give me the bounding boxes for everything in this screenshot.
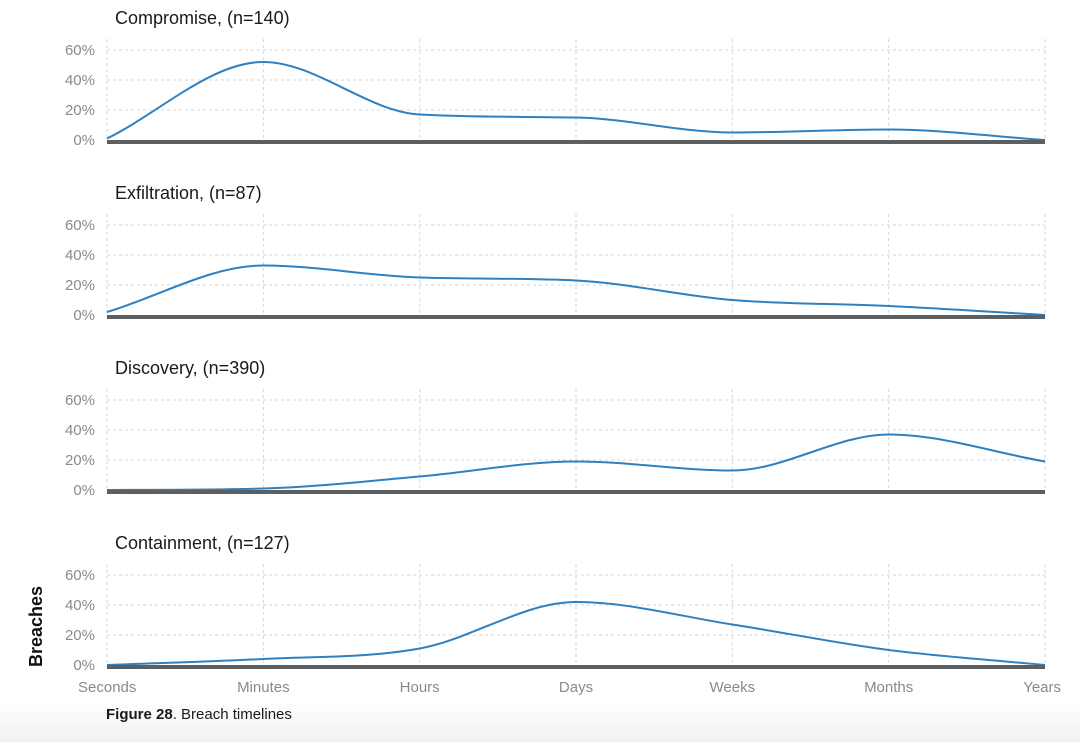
series-line: [106, 60, 1046, 141]
panel-title: Discovery, (n=390): [115, 358, 265, 378]
panel-title: Compromise, (n=140): [115, 8, 290, 28]
panel-title: Exfiltration, (n=87): [115, 183, 262, 203]
x-tick-label: Minutes: [237, 679, 290, 696]
panel-title: Containment, (n=127): [115, 533, 290, 553]
x-tick-label: Hours: [400, 679, 440, 696]
figure-caption-text: . Breach timelines: [172, 706, 292, 723]
y-tick-label: 20%: [65, 627, 95, 644]
y-tick-label: 60%: [65, 567, 95, 584]
x-tick-label: Years: [1023, 679, 1061, 696]
y-tick-label: 0%: [73, 482, 95, 499]
y-tick-label: 40%: [65, 247, 95, 264]
x-tick-label: Months: [864, 679, 913, 696]
y-tick-label: 20%: [65, 277, 95, 294]
series-line: [106, 433, 1046, 491]
series-line: [106, 600, 1046, 666]
y-tick-label: 0%: [73, 307, 95, 324]
x-tick-label: Weeks: [710, 679, 756, 696]
figure-label: Figure 28: [106, 706, 173, 723]
y-tick-label: 60%: [65, 217, 95, 234]
y-tick-label: 20%: [65, 102, 95, 119]
y-tick-label: 60%: [65, 42, 95, 59]
y-tick-label: 0%: [73, 132, 95, 149]
x-tick-label: Seconds: [78, 679, 136, 696]
y-axis-title: Breaches: [26, 586, 46, 667]
y-tick-label: 40%: [65, 597, 95, 614]
figure-caption: Figure 28. Breach timelines: [106, 706, 292, 723]
y-tick-label: 0%: [73, 657, 95, 674]
series-line: [106, 264, 1046, 316]
x-tick-label: Days: [559, 679, 593, 696]
y-tick-label: 40%: [65, 422, 95, 439]
y-tick-label: 20%: [65, 452, 95, 469]
y-tick-label: 40%: [65, 72, 95, 89]
y-tick-label: 60%: [65, 392, 95, 409]
